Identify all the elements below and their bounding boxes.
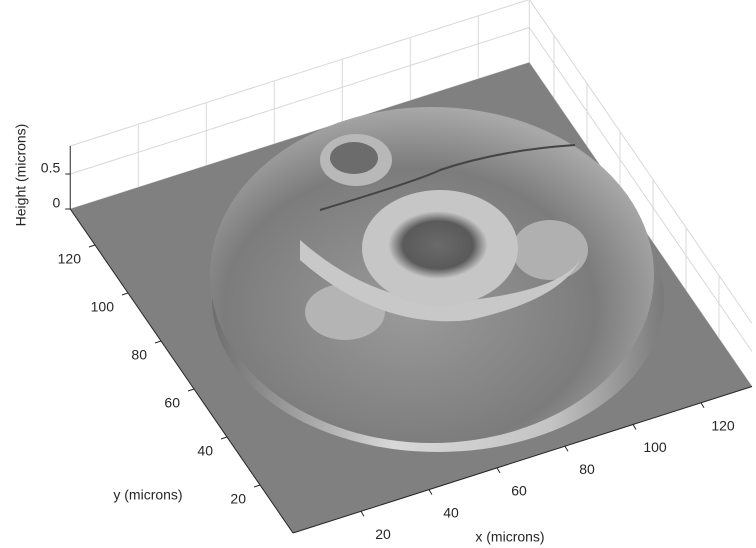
y-tick bbox=[221, 437, 227, 439]
x-tick-label: 80 bbox=[579, 461, 595, 477]
x-tick bbox=[565, 446, 568, 451]
y-tick-label: 120 bbox=[58, 251, 82, 267]
y-tick bbox=[254, 485, 260, 487]
x-tick-label: 120 bbox=[711, 418, 735, 434]
x-tick bbox=[429, 490, 432, 495]
x-tick bbox=[361, 511, 364, 516]
z-tick-label: 0.5 bbox=[41, 160, 61, 176]
x-tick-label: 20 bbox=[375, 526, 391, 542]
z-tick-label: 0 bbox=[52, 195, 60, 211]
x-tick-label: 40 bbox=[443, 504, 459, 520]
x-tick-label: 100 bbox=[643, 439, 667, 455]
y-tick bbox=[188, 389, 194, 391]
chart: 20 40 60 80 100 120 20 40 60 80 100 120 0 0.5 x (micr… bbox=[0, 0, 756, 548]
x-axis-label: x (microns) bbox=[475, 529, 544, 545]
y-tick-label: 60 bbox=[164, 395, 180, 411]
y-axis-label: y (microns) bbox=[113, 487, 182, 503]
y-tick bbox=[155, 341, 161, 343]
x-tick bbox=[633, 425, 636, 430]
y-tick-label: 40 bbox=[197, 443, 213, 459]
x-tick bbox=[497, 468, 500, 473]
y-tick bbox=[89, 245, 95, 247]
x-tick-label: 60 bbox=[511, 483, 527, 499]
y-tick-label: 80 bbox=[131, 347, 147, 363]
y-tick-label: 100 bbox=[91, 299, 115, 315]
z-axis-label: Height (microns) bbox=[13, 124, 29, 227]
y-tick bbox=[122, 293, 128, 295]
x-tick bbox=[701, 403, 704, 408]
y-tick-label: 20 bbox=[230, 491, 246, 507]
